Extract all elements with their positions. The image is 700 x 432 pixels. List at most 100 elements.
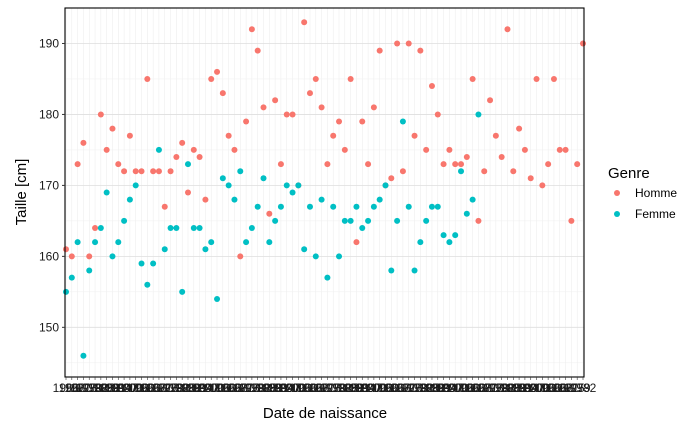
- point-homme: [568, 217, 575, 224]
- x-axis-title: Date de naissance: [263, 405, 387, 422]
- point-femme: [214, 295, 221, 302]
- x-tick-label: 1982: [488, 381, 515, 395]
- point-femme: [283, 182, 290, 189]
- point-femme: [161, 246, 168, 253]
- point-femme: [428, 203, 435, 210]
- x-tick-label: 1985: [250, 381, 277, 395]
- point-femme: [109, 253, 116, 260]
- x-tick-label: 1982: [326, 381, 353, 395]
- x-tick-label: 1988: [337, 381, 364, 395]
- point-homme: [103, 146, 110, 153]
- x-tick-label: 1960: [453, 381, 480, 395]
- y-tick-label: 150: [39, 320, 59, 334]
- point-homme: [330, 132, 337, 139]
- point-femme: [208, 239, 215, 246]
- point-homme: [97, 111, 104, 118]
- point-homme: [562, 146, 569, 153]
- x-tick-label: 1988: [256, 381, 283, 395]
- point-femme: [86, 267, 93, 274]
- point-femme: [318, 196, 325, 203]
- point-femme: [115, 239, 122, 246]
- point-homme: [277, 161, 284, 168]
- x-tick-label: 1988: [93, 381, 120, 395]
- point-homme: [68, 253, 75, 260]
- point-homme: [458, 161, 465, 168]
- point-femme: [295, 182, 302, 189]
- x-tick-label: 1968: [140, 381, 167, 395]
- x-tick-label: 1985: [331, 381, 358, 395]
- points-layer: [63, 19, 586, 359]
- point-femme: [150, 260, 157, 267]
- point-femme: [126, 196, 133, 203]
- x-tick-label: 1971: [390, 381, 417, 395]
- point-femme: [382, 182, 389, 189]
- point-femme: [225, 182, 232, 189]
- x-tick-label: 1991: [180, 381, 207, 395]
- point-homme: [475, 217, 482, 224]
- point-femme: [458, 168, 465, 175]
- point-homme: [545, 161, 552, 168]
- point-femme: [202, 246, 209, 253]
- x-tick-label: 1975: [233, 381, 260, 395]
- x-tick-label: 1982: [244, 381, 271, 395]
- x-tick-label: 1997: [273, 381, 300, 395]
- point-femme: [155, 146, 162, 153]
- point-homme: [80, 139, 87, 146]
- point-homme: [155, 168, 162, 175]
- x-tick-label: 1971: [146, 381, 173, 395]
- point-femme: [92, 239, 99, 246]
- x-tick-label: 1994: [430, 381, 457, 395]
- point-homme: [405, 40, 412, 47]
- point-femme: [266, 239, 273, 246]
- point-femme: [272, 217, 279, 224]
- point-homme: [469, 75, 476, 82]
- x-tick-label: 1991: [99, 381, 126, 395]
- point-homme: [312, 75, 319, 82]
- x-tick-label: 1979: [401, 381, 428, 395]
- x-tick-label: 1960: [209, 381, 236, 395]
- point-homme: [434, 111, 441, 118]
- x-tick-label: 1960: [291, 381, 318, 395]
- x-tick-label: 1985: [494, 381, 521, 395]
- point-homme: [167, 168, 174, 175]
- point-femme: [330, 203, 337, 210]
- x-tick-label: 1975: [70, 381, 97, 395]
- point-homme: [394, 40, 401, 47]
- x-tick-label: 1994: [349, 381, 376, 395]
- point-homme: [580, 40, 586, 47]
- point-homme: [527, 175, 534, 182]
- point-femme: [63, 288, 69, 295]
- point-homme: [132, 168, 139, 175]
- x-tick-label: 1991: [262, 381, 289, 395]
- point-femme: [190, 224, 197, 231]
- point-homme: [109, 125, 116, 132]
- x-tick-label: 1991: [506, 381, 533, 395]
- x-tick-label: 2003: [204, 381, 231, 395]
- y-tick-label: 190: [39, 36, 59, 50]
- point-homme: [150, 168, 157, 175]
- x-tick-label: 2000: [361, 381, 388, 395]
- point-femme: [248, 224, 255, 231]
- x-tick-label: 1963: [134, 381, 161, 395]
- point-homme: [428, 83, 435, 90]
- point-homme: [306, 90, 313, 97]
- x-tick-label: 1985: [413, 381, 440, 395]
- x-tick-label: 1979: [239, 381, 266, 395]
- x-tick-label: 1968: [221, 381, 248, 395]
- point-homme: [248, 26, 255, 33]
- x-tick-label: 1994: [268, 381, 295, 395]
- x-tick-label: 2003: [285, 381, 312, 395]
- point-homme: [289, 111, 296, 118]
- legend-key-homme: [614, 190, 620, 196]
- point-homme: [463, 154, 470, 161]
- point-femme: [365, 217, 372, 224]
- point-femme: [336, 253, 343, 260]
- y-tick-label: 180: [39, 107, 59, 121]
- x-tick-label: 1994: [512, 381, 539, 395]
- point-homme: [423, 146, 430, 153]
- point-femme: [196, 224, 203, 231]
- point-femme: [138, 260, 145, 267]
- point-homme: [243, 118, 250, 125]
- x-tick-label: 1997: [355, 381, 382, 395]
